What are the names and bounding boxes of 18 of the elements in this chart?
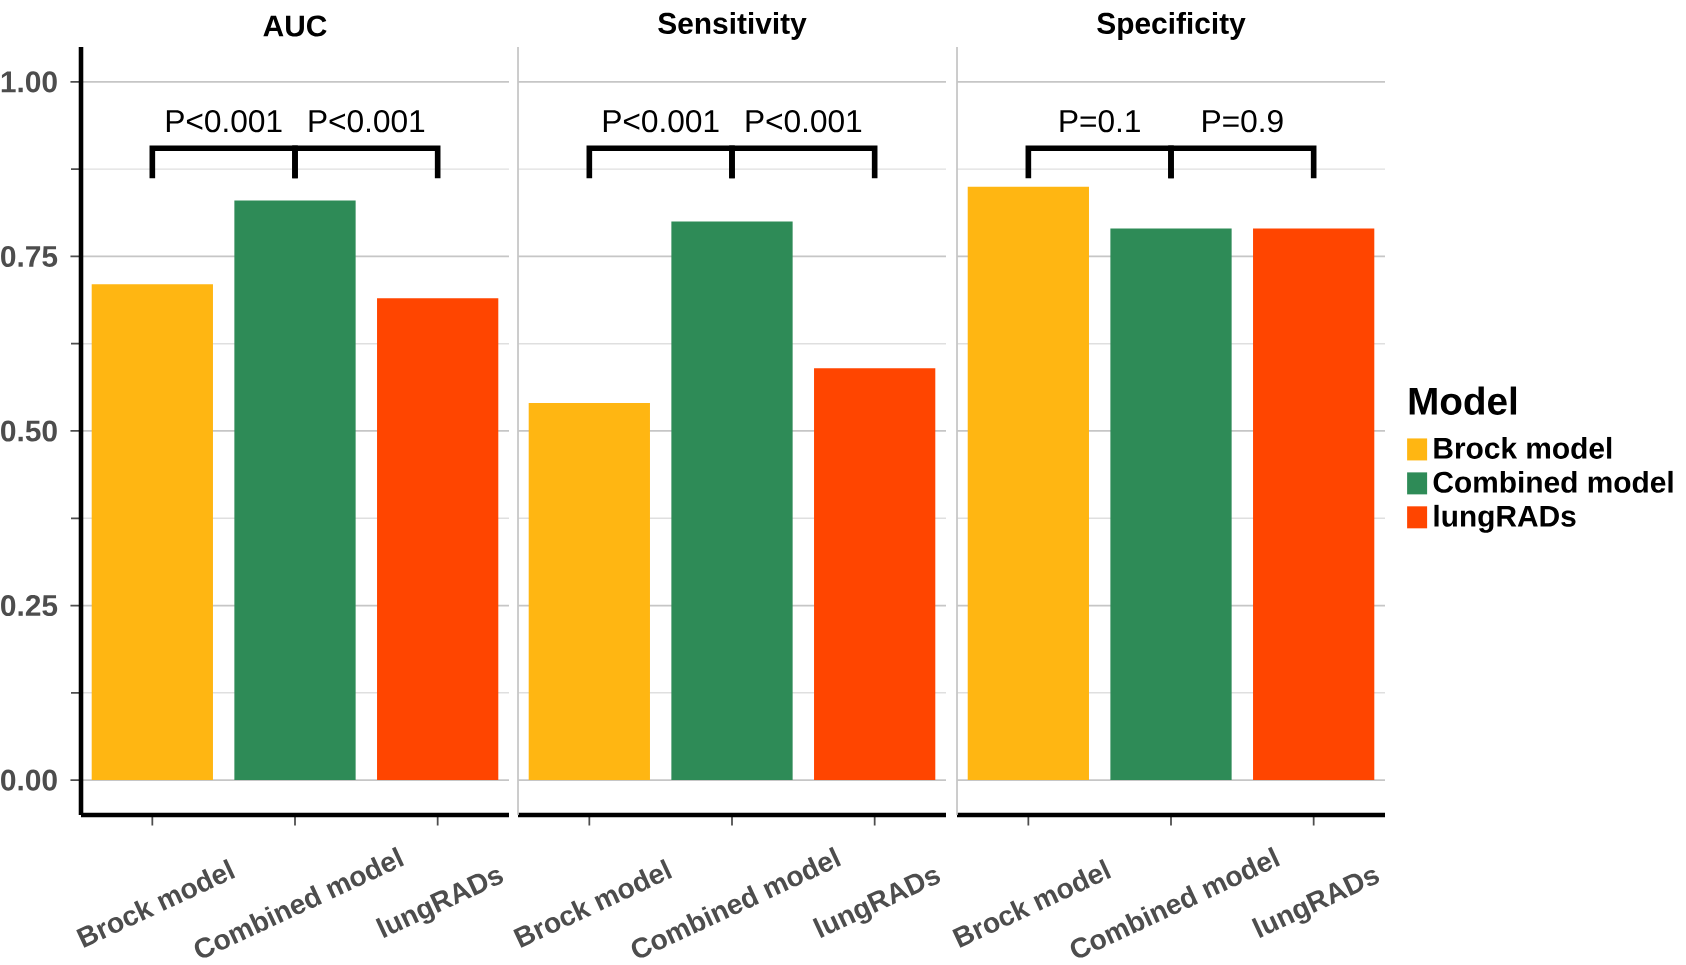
annotation: P<0.001 — [309, 109, 425, 133]
annotation: P=0.9 — [1203, 109, 1283, 133]
legend-label: lungRADs — [1434, 504, 1576, 533]
chart-title: Specificity — [1097, 12, 1246, 40]
annotation: P<0.001 — [166, 109, 282, 133]
legend-label: Brock model — [1434, 436, 1612, 459]
annotation: P=0.1 — [1060, 109, 1140, 133]
legend-label: Combined model — [1433, 470, 1673, 493]
chart-title: AUC — [263, 15, 327, 37]
y-tick-label: 0.50 — [1, 420, 57, 442]
y-tick-label: 0.75 — [1, 245, 58, 267]
chart-title: Sensitivity — [658, 12, 807, 40]
annotation: P<0.001 — [603, 109, 719, 133]
annotation: P<0.001 — [746, 109, 862, 133]
legend-title: Model — [1409, 386, 1517, 415]
y-tick-label: 0.25 — [1, 594, 58, 617]
y-tick-label: 0.00 — [1, 769, 57, 791]
y-tick-label: 1.00 — [1, 71, 57, 93]
